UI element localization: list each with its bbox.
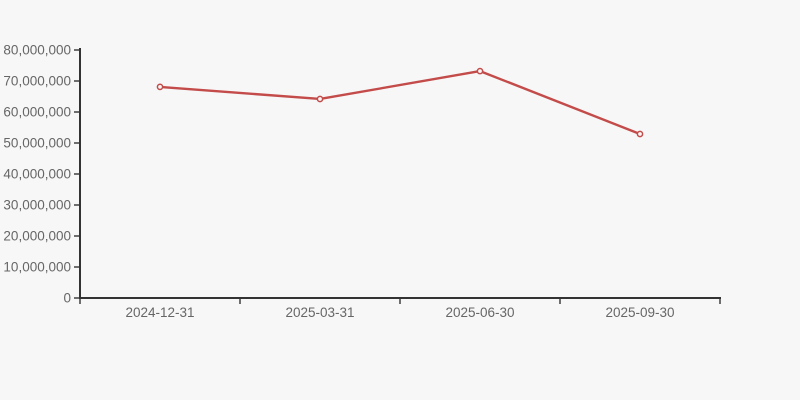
y-tick-label: 20,000,000 — [3, 229, 71, 244]
x-tick-label: 2024-12-31 — [125, 305, 194, 320]
x-tick-label: 2025-06-30 — [445, 305, 514, 320]
data-point[interactable] — [636, 130, 644, 138]
y-tick-label: 30,000,000 — [3, 198, 71, 213]
y-tick-label: 60,000,000 — [3, 105, 71, 120]
x-tick-label: 2025-03-31 — [285, 305, 354, 320]
x-tick-label: 2025-09-30 — [605, 305, 674, 320]
y-tick-label: 40,000,000 — [3, 167, 71, 182]
y-tick-label: 50,000,000 — [3, 136, 71, 151]
data-point[interactable] — [476, 67, 484, 75]
y-tick-label: 0 — [63, 291, 71, 306]
data-point[interactable] — [316, 95, 324, 103]
y-tick-label: 80,000,000 — [3, 43, 71, 58]
y-tick-label: 70,000,000 — [3, 74, 71, 89]
y-tick-label: 10,000,000 — [3, 260, 71, 275]
series-line — [158, 69, 642, 136]
data-point[interactable] — [156, 83, 164, 91]
